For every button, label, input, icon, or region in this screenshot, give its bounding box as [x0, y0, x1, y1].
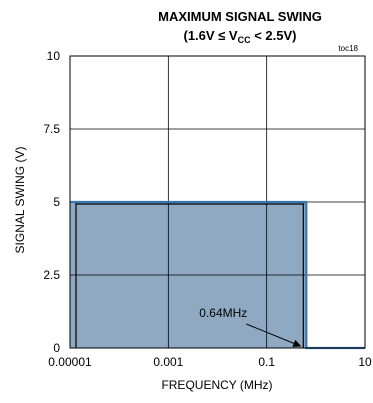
x-tick-label-1: 0.001 [153, 355, 183, 369]
plot-frame [69, 55, 366, 349]
x-tick-label-3: 10 [358, 355, 372, 369]
chart-tag: toc18 [338, 44, 358, 53]
chart-title-suffix: < 2.5V) [251, 28, 297, 43]
x-axis-label: FREQUENCY (MHz) [161, 378, 272, 392]
y-tick-label-3: 7.5 [43, 122, 60, 136]
annotation-label: 0.64MHz [199, 306, 247, 320]
y-axis-label: SIGNAL SWING (V) [13, 147, 27, 254]
chart-title-prefix: (1.6V ≤ V [184, 28, 238, 43]
x-tick-label-0: 0.00001 [48, 355, 92, 369]
x-tick-label-2: 0.1 [258, 355, 275, 369]
annotation-arrow [246, 323, 302, 348]
y-tick-label-4: 10 [47, 49, 61, 63]
chart-title-sub: CC [238, 35, 251, 45]
y-tick-labels: 0 2.5 5 7.5 10 [43, 49, 60, 355]
y-tick-label-0: 0 [53, 341, 60, 355]
y-tick-label-2: 5 [53, 195, 60, 209]
frame-layer [69, 55, 366, 349]
chart-title-line1: MAXIMUM SIGNAL SWING [158, 9, 322, 24]
x-tick-labels: 0.00001 0.001 0.1 10 [48, 355, 372, 369]
annotation-layer: 0.64MHz [199, 306, 302, 348]
plot-area [69, 55, 366, 350]
y-tick-label-1: 2.5 [43, 268, 60, 282]
chart-title-line2: (1.6V ≤ VCC < 2.5V) [184, 28, 297, 45]
